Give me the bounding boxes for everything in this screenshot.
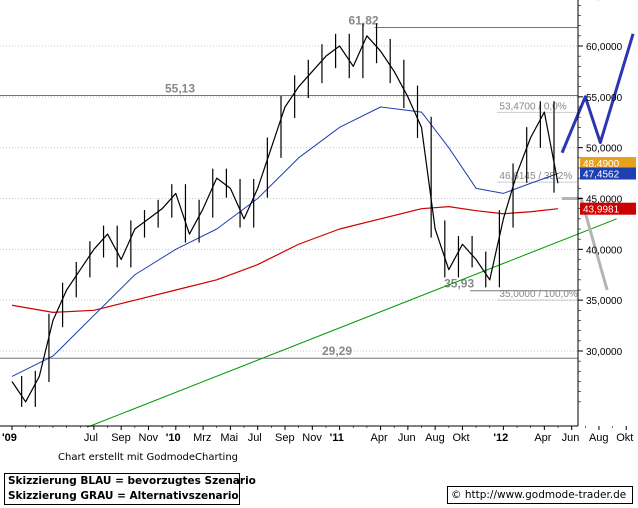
level-label: 29,29 (322, 344, 352, 358)
price-tag (580, 202, 636, 215)
x-tick-label: '10 (166, 432, 181, 444)
y-tick-label: 50,0000 (586, 144, 623, 155)
x-tick-label: Jul (248, 432, 262, 444)
price-tag-label: 43,9981 (583, 205, 620, 216)
x-tick-label: Okt (452, 432, 469, 444)
x-tick-label: Nov (302, 432, 322, 444)
x-tick-label: '09 (2, 432, 17, 444)
x-tick-label: Aug (425, 432, 445, 444)
series-layer (11, 23, 635, 428)
trendline (86, 218, 617, 428)
y-tick-label: 65,0000 (586, 0, 623, 2)
x-tick-label: Sep (111, 432, 131, 444)
level-label: 55,13 (165, 82, 195, 96)
scenario-legend: Skizzierung BLAU = bevorzugtes Szenario … (4, 473, 256, 505)
moving-average-slow (11, 206, 559, 313)
level-label: 35,0000 / 100,0% (499, 289, 578, 300)
y-tick-label: 35,0000 (586, 296, 623, 307)
x-tick-label: Okt (616, 432, 633, 444)
x-tick-label: Jun (562, 432, 580, 444)
y-tick-label: 30,0000 (586, 347, 623, 358)
x-tick-label: '12 (493, 432, 508, 444)
price-tag-label: 48,4900 (583, 159, 620, 170)
y-tick-label: 55,0000 (586, 93, 623, 104)
price-tag (580, 167, 636, 180)
x-tick-label: Aug (589, 432, 609, 444)
y-tick-label: 60,0000 (586, 42, 623, 53)
legend-grey-scenario: Skizzierung GRAU = Alternativszenario (8, 490, 239, 502)
level-label: 35,93 (444, 277, 474, 291)
x-tick-label: Jul (84, 432, 98, 444)
y-tick-label: 40,0000 (586, 245, 623, 256)
level-label: 53,4700 / 0,0% (499, 101, 566, 112)
moving-average-fast (11, 106, 559, 377)
chart-credit: Chart erstellt mit GodmodeCharting (58, 452, 238, 463)
level-label: 61,82 (349, 13, 379, 27)
scenario-blue (560, 33, 635, 154)
x-tick-label: Mrz (193, 432, 211, 444)
x-tick-label: Apr (371, 432, 388, 444)
price-tag (580, 157, 636, 170)
x-tick-label: Mai (220, 432, 238, 444)
level-label: 46,6145 / 38,2% (499, 171, 572, 182)
price-line (11, 35, 559, 403)
x-tick-label: Apr (534, 432, 551, 444)
price-tag-label: 47,4562 (583, 170, 620, 181)
x-tick-label: Jun (398, 432, 416, 444)
x-tick-label: '11 (330, 432, 344, 444)
x-tick-label: Nov (139, 432, 159, 444)
x-tick-label: Sep (275, 432, 295, 444)
source-link[interactable]: © http://www.godmode-trader.de (447, 486, 633, 504)
y-tick-label: 45,0000 (586, 195, 623, 206)
axes: 65,0000 60,0000 55,0000 50,0000 45,0000 40,00… (0, 0, 636, 444)
horizontal-levels: 61,82 55,13 53,4700 / 0,0% 46,6145 / 38,2% 3… (0, 13, 578, 359)
legend-blue-scenario: Skizzierung BLAU = bevorzugtes Szenario (8, 475, 256, 487)
